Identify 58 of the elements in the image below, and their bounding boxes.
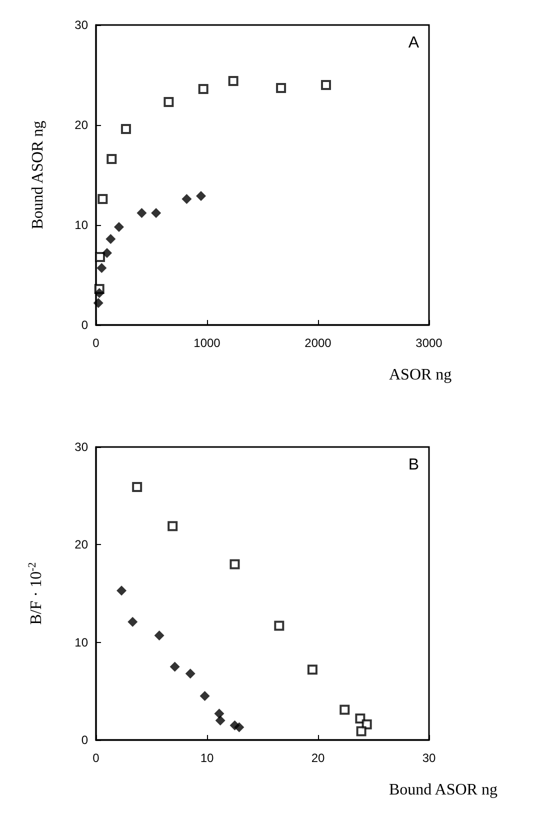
- point: [136, 208, 147, 218]
- point: [154, 630, 164, 640]
- point: [168, 521, 178, 532]
- point: [356, 726, 366, 736]
- point: [151, 208, 162, 218]
- y-tick-label: 0: [81, 733, 88, 747]
- y-tick-label: 20: [74, 538, 88, 552]
- point: [93, 298, 104, 308]
- annotation: B: [408, 456, 419, 474]
- point: [228, 76, 238, 86]
- point: [102, 248, 112, 258]
- point: [114, 222, 124, 232]
- y-tick-label: 30: [74, 18, 88, 32]
- point: [96, 263, 107, 273]
- point: [185, 668, 196, 679]
- point: [106, 154, 117, 164]
- point: [198, 84, 208, 94]
- point: [276, 83, 286, 93]
- point: [132, 482, 142, 492]
- x-tick-label: 30: [422, 751, 436, 765]
- x-tick-label: 0: [92, 336, 100, 350]
- point: [98, 194, 108, 204]
- point: [307, 664, 318, 675]
- y-tick-label: 10: [74, 218, 88, 232]
- point: [182, 194, 192, 204]
- point: [234, 722, 244, 732]
- point: [274, 620, 284, 631]
- point: [170, 662, 180, 672]
- y-axis-title: B/F · 10-2: [26, 562, 45, 625]
- point: [320, 80, 331, 90]
- x-tick-label: 20: [311, 751, 325, 765]
- y-tick-label: 10: [74, 635, 88, 650]
- y-tick-label: 30: [74, 440, 88, 454]
- x-axis-title: ASOR ng: [389, 366, 452, 384]
- x-tick-label: 3000: [416, 336, 443, 350]
- point: [128, 616, 138, 627]
- point: [355, 714, 366, 724]
- x-tick-label: 10: [200, 751, 214, 765]
- point: [196, 191, 206, 201]
- y-tick-label: 20: [74, 118, 88, 132]
- x-tick-label: 0: [92, 751, 100, 765]
- x-tick-label: 1000: [194, 336, 221, 350]
- point: [230, 559, 240, 570]
- point: [94, 252, 105, 262]
- point: [214, 708, 224, 719]
- y-tick-label: 0: [81, 318, 88, 332]
- y-axis-title: Bound ASOR ng: [30, 120, 46, 230]
- point: [120, 124, 131, 134]
- point: [94, 288, 104, 298]
- annotation: A: [408, 34, 420, 52]
- point: [106, 234, 116, 244]
- point: [200, 691, 210, 702]
- point: [215, 715, 226, 726]
- point: [116, 586, 127, 596]
- point: [340, 704, 350, 715]
- point: [164, 97, 174, 107]
- x-tick-label: 2000: [304, 336, 332, 350]
- x-axis-title: Bound ASOR ng: [389, 782, 498, 798]
